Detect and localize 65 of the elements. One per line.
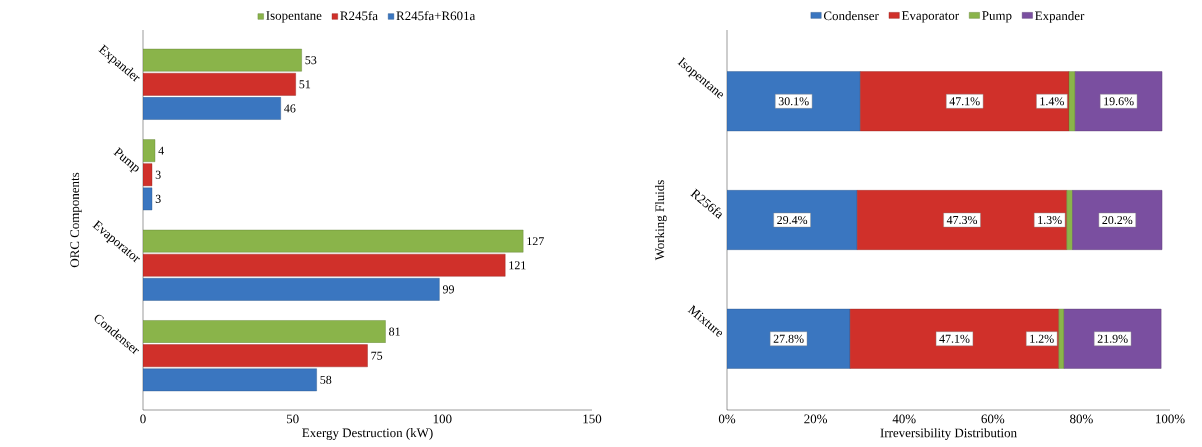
data-label: 121 [509, 261, 526, 270]
data-label: 29.4% [777, 215, 808, 225]
bar [143, 278, 440, 301]
bar [143, 72, 296, 96]
y-axis-title: ORC Components [70, 172, 82, 268]
data-label: 1.3% [1038, 215, 1062, 225]
bar [143, 368, 317, 392]
bar [727, 308, 851, 369]
data-label: 75 [371, 351, 383, 360]
x-tick-label: 0% [718, 414, 736, 424]
x-tick-label: 100% [1156, 414, 1185, 424]
data-label: 58 [320, 375, 332, 384]
bar [143, 229, 524, 253]
y-axis-title: Working Fluids [655, 180, 667, 261]
x-axis-title: Exergy Destruction (kW) [302, 428, 433, 440]
data-label: 51 [299, 80, 311, 89]
bar [857, 190, 1067, 250]
bar [727, 71, 861, 132]
x-tick-label: 80% [1070, 414, 1093, 424]
bar [1068, 71, 1076, 132]
legend-label: R245fa [340, 10, 378, 21]
legend-label: Pump [982, 11, 1012, 23]
data-label: 21.9% [1097, 334, 1128, 343]
x-axis-title: Irreversibility Distribution [880, 428, 1017, 440]
bar [1075, 71, 1163, 132]
legend-label: Isopentane [266, 11, 322, 23]
data-label: 127 [527, 237, 544, 246]
data-label: 1.4% [1040, 97, 1064, 106]
bar [143, 97, 281, 120]
bar [860, 71, 1070, 132]
data-label: 27.8% [773, 334, 804, 343]
legend-label: R245fa+R601a [396, 10, 476, 21]
data-label: 46 [284, 104, 296, 113]
data-label: 47.1% [949, 97, 980, 106]
data-label: 1.2% [1030, 334, 1054, 343]
data-label: 81 [389, 327, 400, 336]
bar [143, 320, 386, 343]
bar [849, 308, 1060, 369]
bar [143, 344, 368, 368]
bar [1066, 190, 1073, 250]
bar [1063, 308, 1162, 369]
legend-label: Evaporator [901, 11, 959, 23]
data-label: 53 [305, 56, 317, 65]
bar [1072, 190, 1163, 250]
x-tick-label: 40% [892, 414, 916, 424]
data-label: 99 [442, 285, 454, 294]
bar [143, 253, 506, 277]
bar [143, 48, 302, 72]
legend-label: Expander [1035, 11, 1085, 23]
bar [727, 190, 858, 250]
data-label: 30.1% [778, 97, 809, 106]
data-label: 4 [158, 146, 164, 155]
x-tick-label: 150 [583, 414, 602, 424]
data-label: 3 [155, 194, 161, 203]
data-label: 47.1% [939, 334, 970, 343]
data-label: 3 [155, 170, 161, 179]
x-tick-label: 20% [804, 414, 828, 424]
x-tick-label: 100 [433, 414, 452, 424]
data-label: 20.2% [1102, 215, 1133, 225]
data-label: 19.6% [1104, 97, 1134, 106]
legend-label: Condenser [823, 11, 879, 21]
x-tick-label: 50 [286, 414, 299, 424]
data-label: 47.3% [946, 215, 978, 225]
x-tick-label: 0 [140, 414, 146, 424]
x-tick-label: 60% [981, 414, 1005, 424]
